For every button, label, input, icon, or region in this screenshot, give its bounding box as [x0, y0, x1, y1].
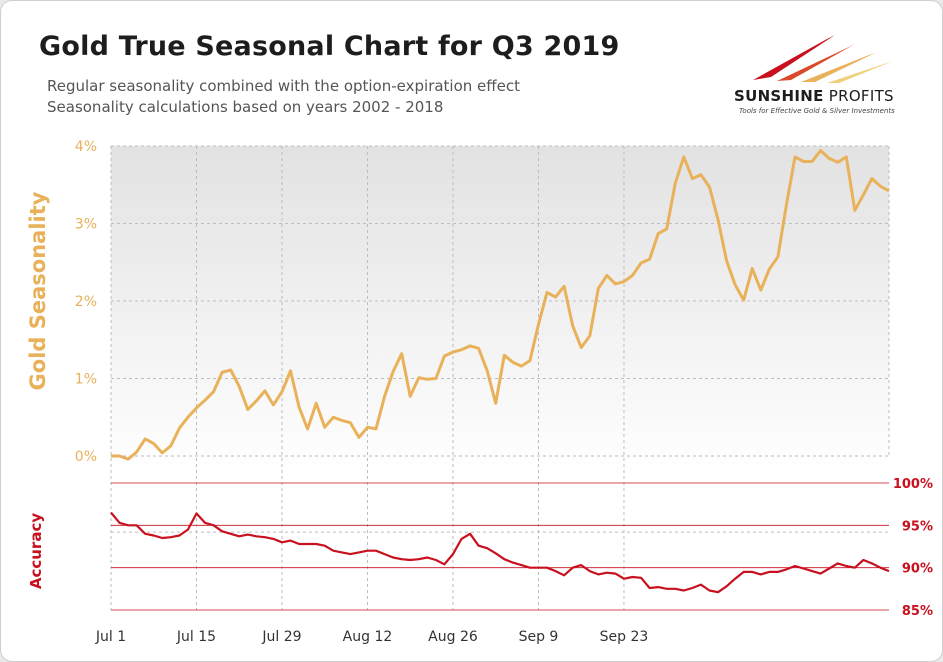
logo-name-light: PROFITS [823, 87, 894, 105]
accuracy-tick-label: 100% [893, 477, 933, 492]
chart-subtitle-2: Seasonality calculations based on years … [47, 98, 444, 116]
accuracy-tick-label: 90% [902, 562, 933, 577]
logo-name: SUNSHINE PROFITS [734, 87, 894, 105]
accuracy-tick-label: 95% [902, 519, 933, 534]
y-tick-label: 2% [75, 294, 97, 310]
y-tick-label: 0% [75, 449, 97, 465]
x-tick-label: Aug 12 [343, 629, 393, 645]
x-tick-label: Jul 1 [95, 629, 126, 645]
accuracy-tick-label: 85% [902, 604, 933, 619]
x-tick-label: Sep 23 [600, 629, 649, 645]
logo-name-bold: SUNSHINE [734, 87, 824, 105]
chart-title: Gold True Seasonal Chart for Q3 2019 [39, 31, 620, 62]
y-tick-label: 3% [75, 217, 97, 233]
y-tick-label: 4% [75, 139, 97, 155]
x-tick-label: Jul 29 [261, 629, 301, 645]
x-tick-label: Jul 15 [176, 629, 216, 645]
logo-tagline: Tools for Effective Gold & Silver Invest… [739, 107, 895, 115]
x-tick-label: Aug 26 [428, 629, 478, 645]
chart-subtitle: Regular seasonality combined with the op… [47, 77, 520, 95]
sunshine-profits-logo-icon [753, 35, 893, 83]
plot-background [111, 146, 889, 476]
y-tick-label: 1% [75, 372, 97, 388]
accuracy-line [110, 511, 890, 594]
seasonality-line [111, 149, 890, 461]
y-axis-title: Gold Seasonality [26, 191, 50, 390]
x-tick-label: Sep 9 [519, 629, 559, 645]
accuracy-axis-title: Accuracy [27, 513, 45, 589]
